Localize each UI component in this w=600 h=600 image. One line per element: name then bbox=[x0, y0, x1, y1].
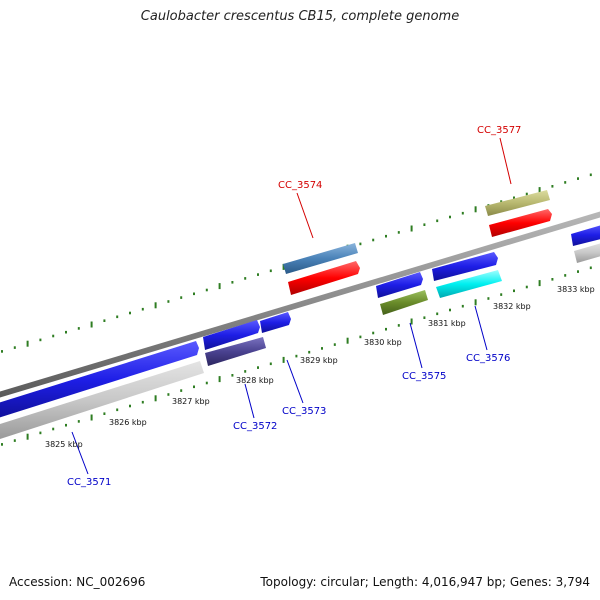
feature-cc3578-gene[interactable] bbox=[574, 242, 600, 263]
feature-cc3575-gene[interactable] bbox=[380, 290, 428, 315]
leader-line-cc3573 bbox=[286, 359, 304, 404]
feature-cc3577-gene[interactable] bbox=[485, 190, 550, 216]
feature-cc3576-cds[interactable] bbox=[432, 252, 498, 281]
leader-line-cc3572 bbox=[244, 383, 255, 419]
feature-cc3578-cds[interactable] bbox=[571, 224, 600, 246]
gene-label-cc3575[interactable]: CC_3575 bbox=[402, 371, 446, 382]
feature-cc3571-gene[interactable] bbox=[0, 361, 204, 439]
kbp-label-3831: 3831 kbp bbox=[428, 319, 466, 328]
kbp-label-3826: 3826 kbp bbox=[109, 418, 147, 427]
kbp-label-3829: 3829 kbp bbox=[300, 356, 338, 365]
genome-summary-text: Topology: circular; Length: 4,016,947 bp… bbox=[260, 575, 590, 589]
leader-line-cc3577 bbox=[499, 137, 512, 185]
inner-tick-row bbox=[1, 266, 592, 446]
kbp-label-3827: 3827 kbp bbox=[172, 397, 210, 406]
feature-cc3576-gene[interactable] bbox=[436, 270, 502, 298]
leader-line-cc3574 bbox=[296, 192, 314, 239]
gene-label-cc3576[interactable]: CC_3576 bbox=[466, 353, 510, 364]
leader-line-cc3571 bbox=[71, 431, 89, 475]
accession-text: Accession: NC_002696 bbox=[9, 575, 146, 589]
kbp-label-3830: 3830 kbp bbox=[364, 338, 402, 347]
feature-cc3577-cds[interactable] bbox=[489, 209, 552, 237]
feature-cc3572-cds[interactable] bbox=[203, 320, 260, 350]
feature-cc3573-cds[interactable] bbox=[260, 312, 291, 333]
leader-line-cc3575 bbox=[409, 322, 423, 369]
map-title: Caulobacter crescentus CB15, complete ge… bbox=[140, 9, 460, 24]
gene-label-cc3573[interactable]: CC_3573 bbox=[282, 406, 326, 417]
kbp-label-3825: 3825 kbp bbox=[45, 440, 83, 449]
genome-backbone bbox=[0, 211, 600, 398]
feature-cc3574-gene[interactable] bbox=[283, 243, 358, 274]
gene-label-cc3574[interactable]: CC_3574 bbox=[278, 180, 322, 191]
kbp-label-3833: 3833 kbp bbox=[557, 285, 595, 294]
feature-cc3575-cds[interactable] bbox=[376, 272, 423, 298]
leader-line-cc3576 bbox=[474, 305, 488, 351]
gene-label-cc3571[interactable]: CC_3571 bbox=[67, 477, 111, 488]
gene-label-cc3572[interactable]: CC_3572 bbox=[233, 421, 277, 432]
feature-cc3571-cds[interactable] bbox=[0, 341, 199, 419]
kbp-label-3832: 3832 kbp bbox=[493, 302, 531, 311]
feature-cc3572-gene[interactable] bbox=[205, 337, 266, 366]
leader-lines bbox=[71, 137, 512, 475]
kbp-label-3828: 3828 kbp bbox=[236, 376, 274, 385]
gene-label-cc3577[interactable]: CC_3577 bbox=[477, 125, 521, 136]
feature-cc3574-cds[interactable] bbox=[288, 261, 360, 295]
